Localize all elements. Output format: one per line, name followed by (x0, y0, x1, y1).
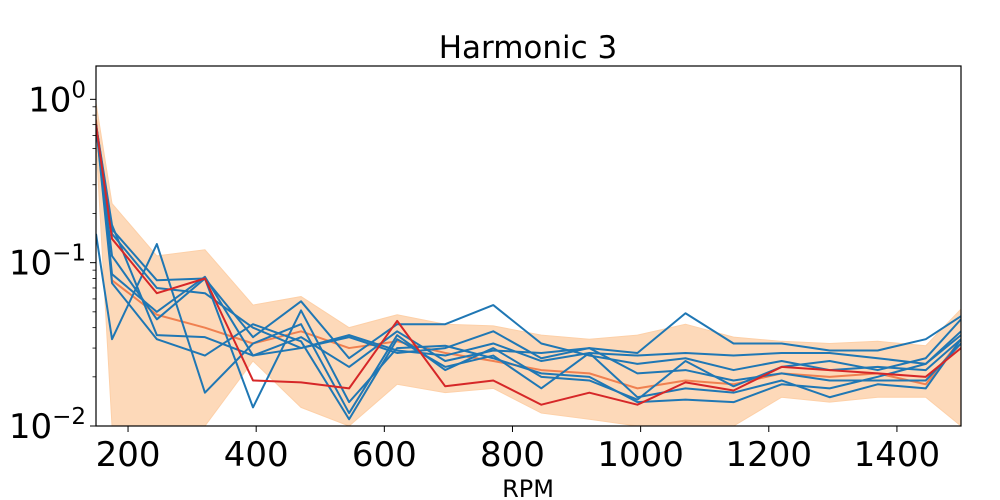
x-tick-label: 400 (224, 435, 289, 475)
highlight-line (96, 124, 961, 406)
plot-area (96, 102, 961, 426)
x-tick-label: 1400 (854, 435, 941, 475)
x-axis-label: RPM (502, 475, 554, 500)
y-axis: 100 10−1 10−2 (9, 77, 96, 447)
x-axis: 200 400 600 800 1000 1200 1400 (96, 426, 941, 475)
series-line-5 (96, 124, 961, 382)
y-tick-label: 10−1 (9, 241, 86, 284)
series-line-7 (96, 124, 961, 409)
series-line-1 (96, 233, 961, 415)
x-tick-label: 800 (480, 435, 545, 475)
plot-frame (95, 65, 962, 427)
y-tick-label: 100 (28, 77, 86, 120)
x-tick-label: 600 (352, 435, 417, 475)
chart-title: Harmonic 3 (439, 30, 618, 66)
y-tick-label: 10−2 (9, 404, 86, 447)
x-tick-label: 1200 (726, 435, 813, 475)
x-tick-label: 1000 (597, 435, 684, 475)
series-line-6 (96, 124, 961, 421)
x-tick-label: 200 (96, 435, 161, 475)
